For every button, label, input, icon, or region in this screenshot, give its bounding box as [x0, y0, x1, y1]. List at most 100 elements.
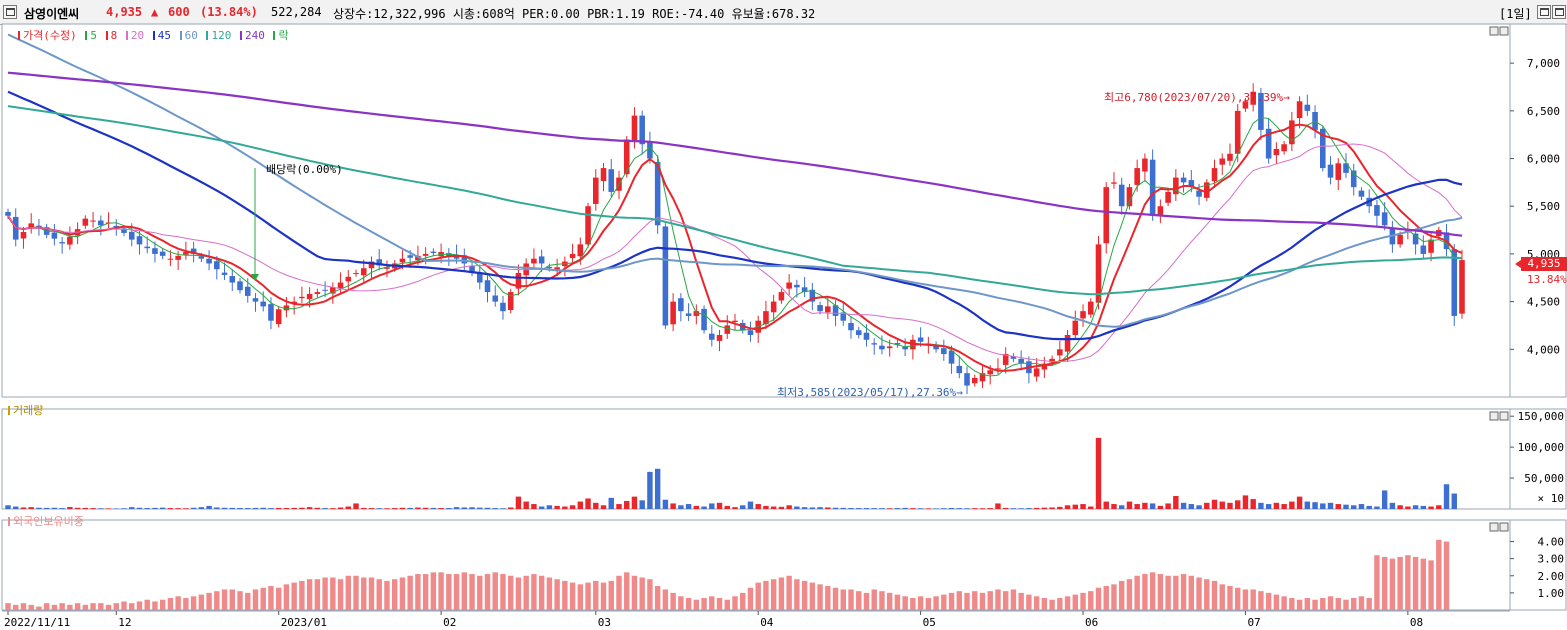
volume-bar [809, 507, 816, 509]
volume-bar [1204, 502, 1210, 509]
volume-bar [415, 507, 421, 509]
volume-bar [755, 504, 761, 509]
volume-multiplier: × 10 [1538, 492, 1565, 505]
foreign-bar [508, 575, 514, 610]
candle-body [306, 293, 313, 300]
foreign-bar [1049, 599, 1055, 610]
volume-bar [972, 508, 978, 509]
foreign-bar [1258, 591, 1264, 610]
foreign-bar [879, 591, 885, 610]
candle-body [128, 231, 135, 240]
volume-bar [407, 507, 413, 509]
candle-body [314, 292, 321, 294]
candle-body [1049, 358, 1055, 363]
foreign-bar [995, 589, 1001, 610]
candle-body [20, 231, 27, 239]
foreign-bar [1196, 577, 1202, 610]
candle-body [1381, 212, 1388, 226]
price-ytick-label: 6,500 [1527, 105, 1560, 118]
foreign-bar [670, 592, 676, 610]
foreign-bar [500, 574, 506, 610]
candle-body [809, 289, 816, 302]
foreign-bar [20, 603, 27, 610]
volume-bar [1088, 506, 1094, 509]
candle-body [98, 220, 104, 226]
candle-body [484, 280, 491, 293]
volume-bar [917, 508, 924, 509]
volume-bar [237, 508, 243, 509]
foreign-bar [1088, 591, 1094, 610]
x-tick-label: 08 [1410, 616, 1423, 629]
candle-body [1118, 184, 1125, 207]
foreign-bar [430, 572, 437, 610]
candle-body [1064, 335, 1071, 352]
foreign-title: 외국인보유비중 [13, 515, 84, 528]
candle-body [1095, 244, 1102, 303]
foreign-bar [902, 596, 908, 610]
volume-ytick-label: 100,000 [1518, 441, 1564, 454]
volume-bar [229, 507, 235, 509]
candle-body [1196, 190, 1202, 197]
current-price: 4,935 [106, 5, 143, 19]
foreign-bar [245, 592, 251, 610]
candle-body [1188, 180, 1195, 188]
volume-bar [484, 507, 491, 509]
candle-body [1350, 170, 1357, 188]
volume-bar [716, 502, 723, 509]
candle-body [1242, 101, 1249, 109]
legend-ma120: 120 [211, 29, 232, 42]
restore-window-button[interactable] [1537, 5, 1551, 19]
low-annotation: 최저3,585(2023/05/17),27.36%→ [777, 386, 963, 399]
candle-body [28, 223, 34, 229]
volume-bar [910, 508, 916, 509]
foreign-ytick-label: 1.00 [1538, 587, 1565, 600]
volume-bar [902, 507, 908, 509]
foreign-bar [1041, 598, 1048, 610]
volume-bar [1358, 504, 1365, 509]
foreign-bar [925, 598, 932, 610]
foreign-bar [337, 579, 344, 610]
foreign-bar [399, 577, 406, 610]
foreign-bar [1250, 589, 1256, 610]
volume-bar [1064, 505, 1071, 509]
candle-body [894, 343, 901, 345]
foreign-bar [275, 587, 282, 610]
volume-bar [136, 507, 143, 509]
volume-ytick-label: 150,000 [1518, 410, 1564, 423]
volume-bar [1103, 501, 1109, 509]
candle-body [577, 244, 584, 257]
x-tick-label: 05 [923, 616, 936, 629]
candle-body [36, 225, 42, 228]
volume-panel-close-icon [1499, 411, 1509, 421]
volume-bar [1118, 505, 1125, 509]
volume-bar [1041, 507, 1048, 509]
period-selector[interactable]: [1일] [1499, 7, 1532, 21]
volume-panel-axis [1509, 408, 1567, 510]
volume-bar [1002, 507, 1009, 509]
foreign-bar [90, 603, 96, 610]
foreign-bar [608, 580, 614, 610]
candle-body [608, 169, 615, 192]
price-ytick-label: 7,000 [1527, 57, 1560, 70]
volume-bar [322, 508, 328, 509]
foreign-bar [569, 582, 576, 610]
foreign-bar [554, 579, 560, 610]
foreign-bar [438, 572, 444, 610]
volume-bar [1428, 506, 1434, 509]
volume-bar [175, 508, 181, 509]
candle-body [1211, 168, 1218, 182]
foreign-bar [36, 606, 42, 610]
volume-bar [1405, 506, 1411, 509]
candle-body [778, 292, 785, 301]
foreign-bar [523, 575, 529, 610]
volume-bar [987, 508, 993, 509]
volume-bar [577, 501, 584, 509]
candle-body [654, 161, 661, 226]
volume-bar [1397, 505, 1403, 509]
foreign-ytick-label: 2.00 [1538, 570, 1565, 583]
window-menu-button[interactable] [3, 5, 17, 19]
volume-bar [1258, 502, 1264, 509]
candle-body [152, 248, 158, 254]
close-window-button[interactable] [1552, 5, 1566, 19]
volume-bar [531, 504, 537, 509]
